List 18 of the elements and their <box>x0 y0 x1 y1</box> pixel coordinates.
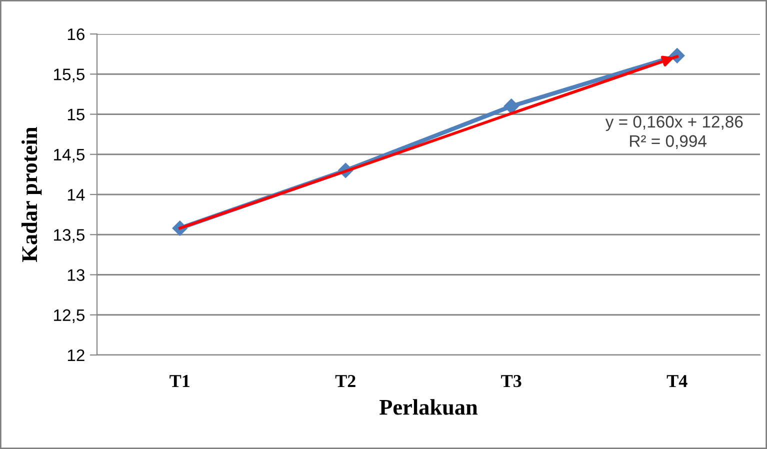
annotation: R² = 0,994 <box>630 135 706 149</box>
y-tick-label: 12,5 <box>54 309 84 324</box>
x-tick-label: T2 <box>335 375 356 387</box>
x-tick-label: T3 <box>501 375 522 388</box>
y-tick-label: 13,5 <box>54 229 84 243</box>
x-axis-title: Perlakuan <box>379 399 478 415</box>
y-tick-label: 14,5 <box>54 148 84 163</box>
x-tick-label: T1 <box>170 375 190 387</box>
y-tick-label: 14 <box>68 189 85 201</box>
x-tick-label: T4 <box>666 375 688 387</box>
y-axis-title: Kadar protein <box>21 127 42 262</box>
y-tick-label: 12 <box>68 349 84 362</box>
y-tick-label: 13 <box>68 269 84 281</box>
y-tick-label: 15,5 <box>54 68 84 82</box>
annotation: y = 0,160x + 12,86 <box>605 116 743 132</box>
y-tick-label: 15 <box>68 108 84 120</box>
y-tick-label: 16 <box>68 28 84 40</box>
point <box>504 98 519 114</box>
